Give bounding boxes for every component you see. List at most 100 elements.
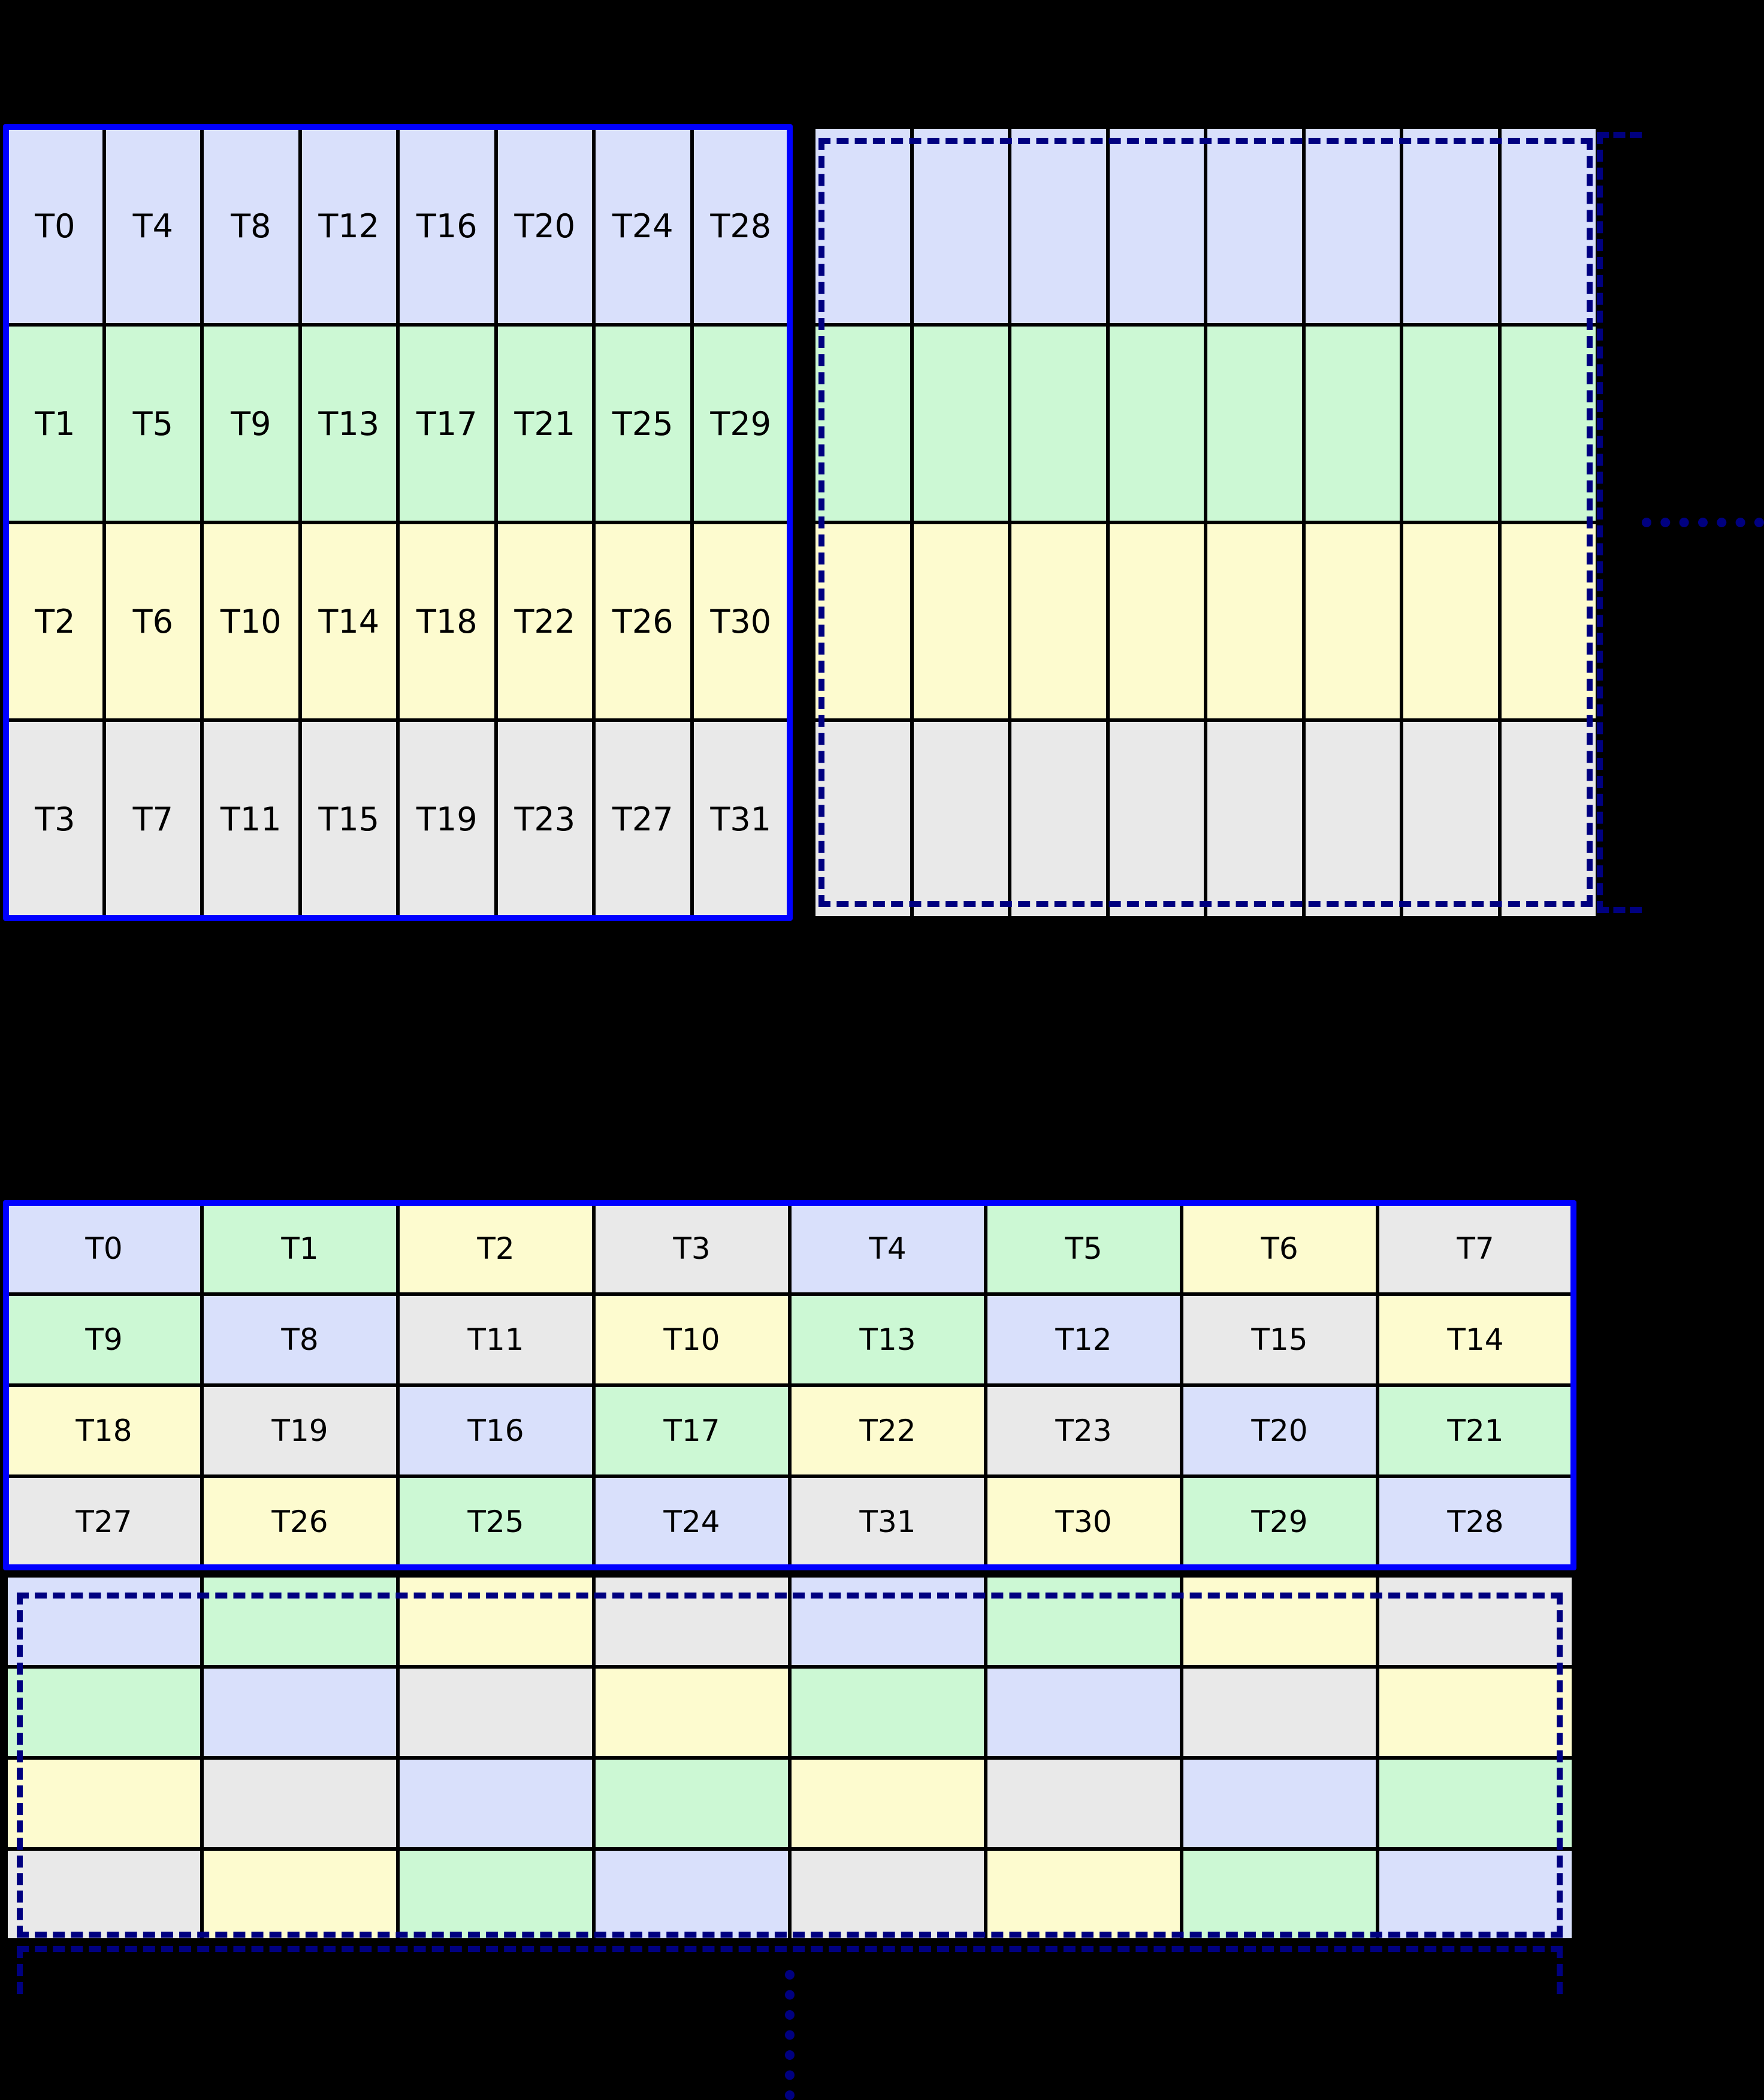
horizontal-ellipsis-icon <box>1642 518 1764 527</box>
tile-cell: T5 <box>986 1203 1182 1294</box>
tile-cell: T6 <box>104 522 202 720</box>
tile-cell: T19 <box>398 720 496 918</box>
tile-cell: T27 <box>594 720 692 918</box>
ghost-tile-cell <box>1107 720 1206 918</box>
tile-cell: T12 <box>300 127 398 325</box>
ghost-tile-cell <box>6 1849 202 1940</box>
tile-cell: T13 <box>300 325 398 522</box>
ghost-tile-cell <box>202 1758 398 1849</box>
ghost-tile-cell <box>1499 522 1597 720</box>
ghost-tile-cell <box>1303 325 1401 522</box>
tile-cell: T19 <box>202 1385 398 1476</box>
ghost-tile-cell <box>594 1849 790 1940</box>
ghost-tile-cell <box>1303 522 1401 720</box>
tile-cell: T31 <box>691 720 790 918</box>
ghost-tile-cell <box>1378 1849 1573 1940</box>
tile-cell: T4 <box>790 1203 986 1294</box>
tile-cell: T2 <box>398 1203 594 1294</box>
ghost-tile-cell <box>1182 1667 1378 1758</box>
ghost-tile-cell <box>6 1667 202 1758</box>
tile-cell: T25 <box>594 325 692 522</box>
tile-cell: T26 <box>202 1476 398 1567</box>
ghost-tile-cell <box>1303 127 1401 325</box>
tile-cell: T18 <box>6 1385 202 1476</box>
tile-cell: T6 <box>1182 1203 1378 1294</box>
vertical-ellipsis-icon <box>785 1970 795 2100</box>
tile-cell: T18 <box>398 522 496 720</box>
tile-cell: T27 <box>6 1476 202 1567</box>
tile-cell: T11 <box>202 720 300 918</box>
tile-cell: T20 <box>496 127 594 325</box>
tile-cell: T28 <box>1378 1476 1573 1567</box>
ghost-tile-cell <box>1206 127 1304 325</box>
ghost-tile-cell <box>986 1758 1182 1849</box>
ghost-tile-cell <box>398 1667 594 1758</box>
ghost-tile-cell <box>814 720 912 918</box>
tile-cell: T20 <box>1182 1385 1378 1476</box>
ghost-tile-cell <box>1401 522 1500 720</box>
continuation-bracket-bottom <box>17 1946 1563 1994</box>
tile-cell: T17 <box>398 325 496 522</box>
ghost-tile-cell <box>1206 325 1304 522</box>
tile-cell: T23 <box>986 1385 1182 1476</box>
tile-cell: T12 <box>986 1294 1182 1385</box>
tile-cell: T24 <box>594 1476 790 1567</box>
ghost-tile-cell <box>1107 522 1206 720</box>
ghost-tile-cell <box>594 1758 790 1849</box>
tile-cell: T0 <box>6 1203 202 1294</box>
tile-cell: T21 <box>1378 1385 1573 1476</box>
ghost-tile-cell <box>6 1576 202 1667</box>
tile-cell: T29 <box>691 325 790 522</box>
ghost-tile-cell <box>911 522 1010 720</box>
ghost-tile-cell <box>398 1849 594 1940</box>
ghost-tile-cell <box>398 1758 594 1849</box>
tile-cell: T26 <box>594 522 692 720</box>
ghost-tile-cell <box>1010 325 1108 522</box>
tile-cell: T13 <box>790 1294 986 1385</box>
ghost-tile-cell <box>911 325 1010 522</box>
ghost-tile-cell <box>398 1576 594 1667</box>
tile-cell: T30 <box>986 1476 1182 1567</box>
ghost-tile-cell <box>790 1667 986 1758</box>
tile-cell: T31 <box>790 1476 986 1567</box>
tile-cell: T23 <box>496 720 594 918</box>
tile-cell: T21 <box>496 325 594 522</box>
tile-cell: T8 <box>202 1294 398 1385</box>
continuation-bracket-right <box>1597 132 1642 913</box>
tile-cell: T7 <box>1378 1203 1573 1294</box>
ghost-tile-cell <box>1206 522 1304 720</box>
tile-cell: T28 <box>691 127 790 325</box>
ghost-tile-cell <box>1010 720 1108 918</box>
tile-cell: T15 <box>1182 1294 1378 1385</box>
ghost-tile-cell <box>1107 127 1206 325</box>
ghost-tile-cell <box>986 1667 1182 1758</box>
tile-cell: T3 <box>594 1203 790 1294</box>
ghost-tile-cell <box>814 127 912 325</box>
ghost-tile-cell <box>1182 1849 1378 1940</box>
ghost-tile-cell <box>1010 522 1108 720</box>
tile-cell: T30 <box>691 522 790 720</box>
ghost-tile-cell <box>1107 325 1206 522</box>
ghost-tile-cell <box>594 1576 790 1667</box>
tile-cell: T5 <box>104 325 202 522</box>
tile-cell: T9 <box>202 325 300 522</box>
tile-cell: T10 <box>202 522 300 720</box>
tile-cell: T16 <box>398 127 496 325</box>
tile-cell: T24 <box>594 127 692 325</box>
tile-cell: T22 <box>496 522 594 720</box>
tile-cell: T22 <box>790 1385 986 1476</box>
ghost-tile-cell <box>814 522 912 720</box>
tile-cell: T17 <box>594 1385 790 1476</box>
tile-cell: T10 <box>594 1294 790 1385</box>
ghost-tile-cell <box>1499 325 1597 522</box>
tile-cell: T7 <box>104 720 202 918</box>
tile-cell: T8 <box>202 127 300 325</box>
ghost-tile-cell <box>911 127 1010 325</box>
ghost-tile-cell <box>1378 1667 1573 1758</box>
tile-cell: T3 <box>6 720 104 918</box>
ghost-tile-cell <box>1378 1758 1573 1849</box>
tile-cell: T25 <box>398 1476 594 1567</box>
ghost-tile-cell <box>790 1849 986 1940</box>
ghost-tile-cell <box>986 1576 1182 1667</box>
